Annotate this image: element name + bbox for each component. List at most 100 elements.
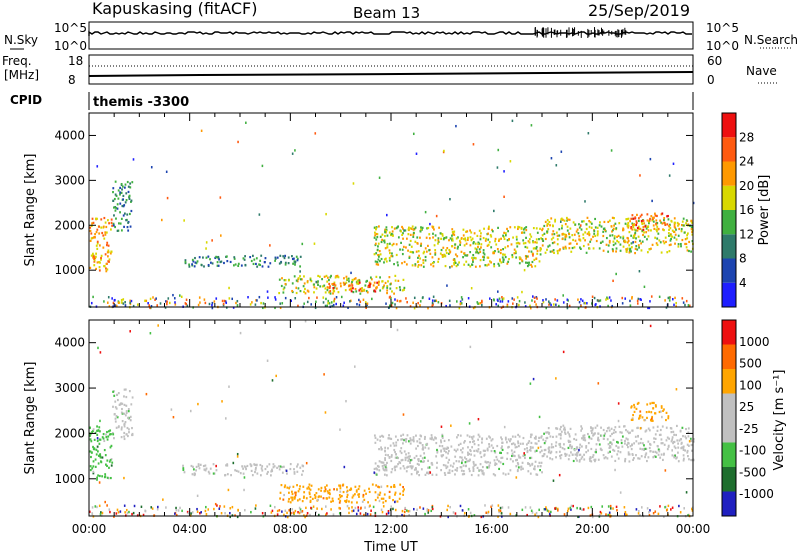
data-cell [109, 510, 111, 514]
nsearch-tick-bottom: 10^0 [706, 39, 739, 53]
data-cell [99, 438, 102, 441]
data-cell [299, 275, 301, 278]
data-cell [217, 264, 220, 267]
data-cell [667, 296, 670, 300]
data-cell [574, 239, 577, 242]
data-cell [346, 486, 348, 489]
data-cell [521, 290, 523, 294]
data-cell [250, 464, 253, 467]
data-cell [89, 426, 91, 429]
data-cell [386, 461, 388, 465]
data-cell [411, 264, 414, 267]
data-cell [95, 252, 97, 255]
data-cell [92, 472, 95, 475]
data-cell [681, 224, 683, 227]
data-cell [385, 260, 388, 263]
data-cell [93, 255, 95, 258]
data-cell [487, 466, 490, 469]
data-cell [685, 219, 688, 222]
data-cell [434, 239, 437, 242]
data-cell [131, 433, 133, 437]
data-cell [597, 436, 600, 439]
data-cell [427, 306, 429, 310]
data-cell [477, 243, 480, 246]
data-cell [303, 491, 306, 494]
data-cell [320, 489, 322, 492]
data-cell [626, 430, 629, 433]
data-cell [306, 512, 309, 515]
data-cell [98, 225, 100, 228]
data-cell [654, 412, 657, 415]
data-cell [444, 264, 447, 268]
data-cell [609, 446, 612, 449]
data-cell [493, 209, 495, 213]
data-cell [293, 496, 296, 499]
data-cell [530, 433, 533, 436]
data-cell [600, 434, 603, 437]
data-cell [358, 281, 361, 284]
data-cell [460, 302, 463, 305]
data-cell [122, 298, 125, 301]
xtick-label: 00:00 [72, 522, 107, 536]
data-cell [261, 465, 264, 468]
data-cell [681, 426, 684, 429]
colorbar-tick-label: -500 [739, 465, 766, 479]
data-cell [197, 464, 200, 468]
data-cell [520, 227, 523, 230]
data-cell [619, 236, 622, 239]
data-cell [90, 232, 93, 235]
data-cell [525, 257, 528, 260]
data-cell [290, 496, 293, 499]
data-cell [495, 455, 498, 459]
data-cell [604, 432, 607, 435]
colorbar-tick-label: 20 [739, 179, 754, 193]
data-cell [400, 230, 402, 233]
data-cell [376, 281, 379, 284]
data-cell [564, 428, 566, 431]
data-cell [99, 261, 101, 264]
data-cell [682, 445, 685, 448]
data-cell [620, 431, 623, 434]
data-cell [382, 505, 385, 508]
data-cell [281, 510, 283, 513]
data-cell [543, 453, 546, 456]
data-cell [438, 226, 441, 229]
data-cell [314, 132, 317, 135]
data-cell [544, 251, 547, 254]
data-cell [321, 278, 323, 281]
data-cell [594, 460, 596, 463]
data-cell [552, 249, 555, 252]
data-cell [476, 234, 479, 238]
data-cell [683, 231, 686, 234]
data-cell [98, 454, 100, 457]
data-cell [486, 256, 489, 259]
data-cell [477, 252, 480, 255]
data-cell [379, 276, 381, 279]
data-cell [590, 222, 593, 225]
data-cell [305, 461, 308, 465]
data-cell [591, 429, 594, 432]
data-cell [618, 222, 621, 225]
data-cell [628, 244, 631, 247]
data-cell [160, 218, 163, 222]
data-cell [612, 507, 614, 510]
data-cell [522, 239, 525, 242]
data-cell [393, 263, 395, 266]
data-cell [98, 266, 101, 269]
data-cell [493, 265, 496, 268]
colorbar-tick-label: 24 [739, 155, 754, 169]
data-cell [154, 298, 156, 301]
data-cell [310, 506, 312, 510]
data-cell [116, 398, 119, 402]
data-cell [279, 302, 282, 305]
data-cell [182, 467, 185, 470]
data-cell [437, 260, 440, 263]
data-cell [445, 249, 447, 252]
data-cell [107, 244, 110, 247]
data-cell [623, 425, 626, 428]
data-cell [668, 228, 670, 231]
data-cell [500, 237, 503, 240]
data-cell [513, 252, 516, 255]
data-cell [589, 459, 591, 462]
data-cell [511, 255, 514, 259]
